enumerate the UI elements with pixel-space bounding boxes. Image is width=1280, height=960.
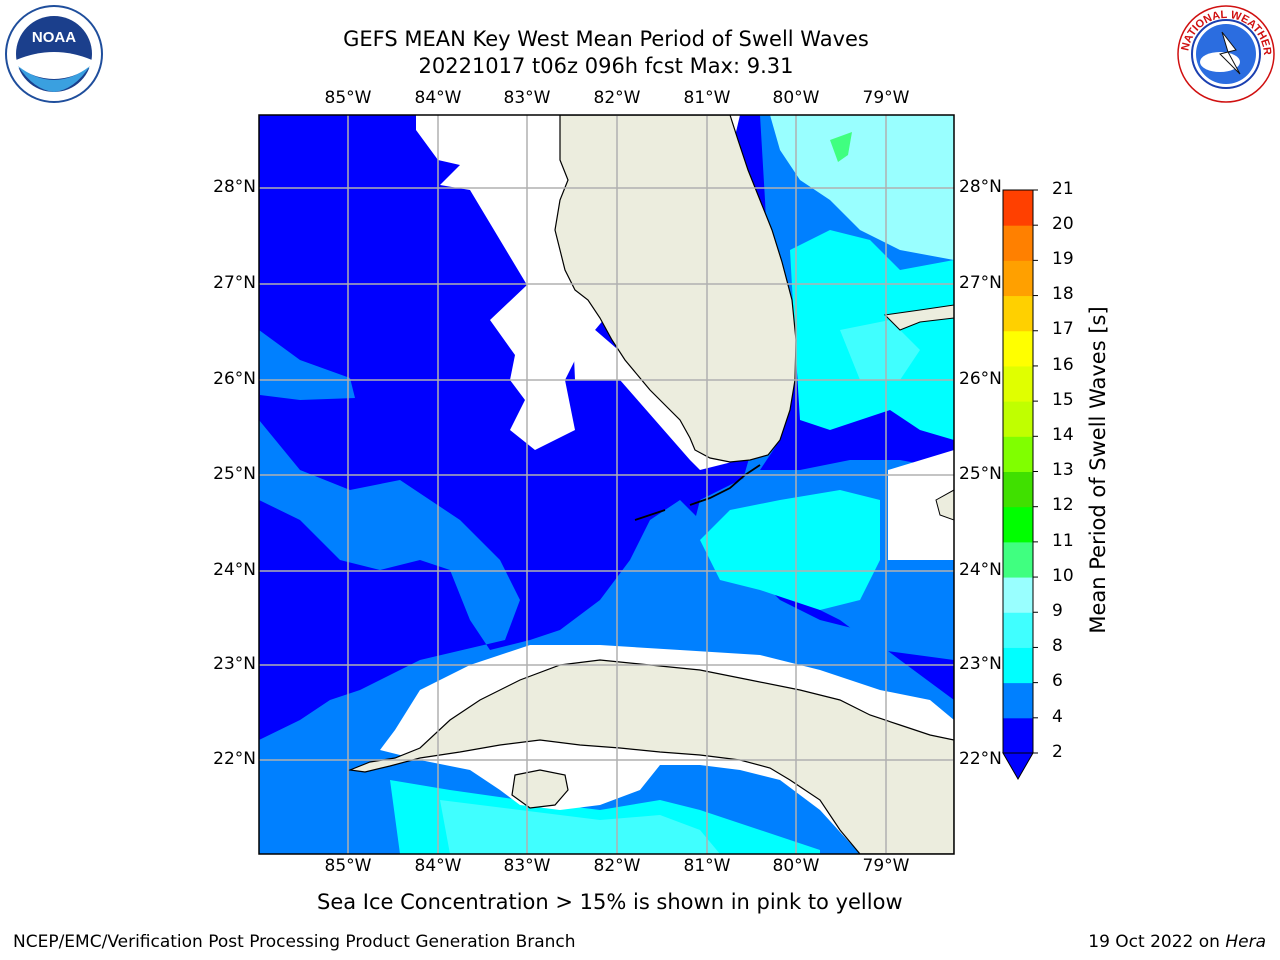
isla-juventud: [511, 769, 569, 809]
lat-tick-right: 25°N: [959, 464, 1002, 484]
colorbar-segment: [1003, 506, 1033, 543]
colorbar-segment: [1003, 401, 1033, 437]
colorbar-label: Mean Period of Swell Waves [s]: [1086, 306, 1110, 634]
colorbar-tick: 16: [1052, 355, 1074, 375]
lat-tick-left: 23°N: [213, 654, 256, 674]
colorbar-tick: 2: [1052, 742, 1063, 762]
machine-name: Hera: [1225, 932, 1266, 952]
lat-tick-left: 25°N: [213, 464, 256, 484]
colorbar-segment: [1003, 717, 1033, 754]
colorbar-segment: [1003, 577, 1033, 613]
lon-tick-bottom: 79°W: [862, 856, 910, 876]
colorbar-segment: [1003, 471, 1033, 508]
colorbar-segment: [1003, 436, 1033, 472]
colorbar-segment: [1003, 647, 1033, 684]
lon-tick-bottom: 80°W: [772, 856, 820, 876]
noaa-logo: NOAA: [5, 5, 103, 103]
florida-landmass: [554, 115, 797, 463]
lon-tick-top: 84°W: [414, 88, 462, 108]
colorbar-tick: 6: [1052, 671, 1063, 691]
period-band-4-6-west: [259, 330, 355, 400]
colorbar-tick: 9: [1052, 601, 1063, 621]
cuba-landmass: [347, 659, 954, 854]
colorbar-segment: [1003, 612, 1033, 648]
colorbar-tick: 4: [1052, 707, 1063, 727]
colorbar-segment: [1003, 295, 1033, 332]
sea-ice-note: Sea Ice Concentration > 15% is shown in …: [317, 890, 903, 914]
period-band-9-10: [830, 132, 852, 162]
lat-tick-left: 22°N: [213, 749, 256, 769]
lon-tick-top: 80°W: [772, 88, 820, 108]
credit-text: NCEP/EMC/Verification Post Processing Pr…: [13, 932, 576, 952]
colorbar-tick: 21: [1052, 179, 1074, 199]
map-subtitle: 20221017 t06z 096h fcst Max: 9.31: [418, 54, 794, 78]
noaa-logo-text: NOAA: [32, 29, 76, 46]
map-grid: [259, 115, 954, 854]
lat-tick-left: 26°N: [213, 369, 256, 389]
colorbar-segment: [1003, 541, 1033, 578]
lat-tick-left: 24°N: [213, 560, 256, 580]
colorbar-tick: 15: [1052, 390, 1074, 410]
map-title: GEFS MEAN Key West Mean Period of Swell …: [343, 27, 869, 51]
lat-tick-left: 27°N: [213, 273, 256, 293]
colorbar-segment: [1003, 682, 1033, 719]
lon-tick-bottom: 82°W: [593, 856, 641, 876]
date-stamp: 19 Oct 2022 on Hera: [1088, 932, 1266, 952]
lon-tick-bottom: 85°W: [324, 856, 372, 876]
colorbar-tick: 19: [1052, 249, 1074, 269]
colorbar-tick: 17: [1052, 319, 1074, 339]
colorbar: [1002, 189, 1038, 781]
lon-tick-top: 79°W: [862, 88, 910, 108]
lat-tick-right: 26°N: [959, 369, 1002, 389]
lon-tick-top: 82°W: [593, 88, 641, 108]
colorbar-tick: 13: [1052, 460, 1074, 480]
lon-tick-bottom: 83°W: [503, 856, 551, 876]
colorbar-segment: [1003, 365, 1033, 402]
lon-tick-bottom: 81°W: [683, 856, 731, 876]
lon-tick-top: 85°W: [324, 88, 372, 108]
swell-period-map: [258, 114, 955, 855]
colorbar-segment: [1003, 260, 1033, 297]
lat-tick-right: 22°N: [959, 749, 1002, 769]
lat-tick-left: 28°N: [213, 177, 256, 197]
colorbar-segment: [1003, 330, 1033, 367]
colorbar-tick: 8: [1052, 636, 1063, 656]
period-band-8-9-caribbean: [440, 800, 720, 854]
no-data-bahamas: [888, 450, 954, 560]
period-band-8-9-east: [840, 320, 920, 380]
florida-keys: [634, 464, 761, 521]
colorbar-segment: [1003, 190, 1033, 226]
colorbar-tick: 20: [1052, 214, 1074, 234]
bahamas-islands: [883, 304, 954, 521]
date-text: 19 Oct 2022 on: [1088, 932, 1226, 952]
lon-tick-bottom: 84°W: [414, 856, 462, 876]
colorbar-tick: 10: [1052, 566, 1074, 586]
lon-tick-top: 83°W: [503, 88, 551, 108]
map-frame: [258, 114, 955, 855]
lat-tick-right: 28°N: [959, 177, 1002, 197]
colorbar-tick: 12: [1052, 495, 1074, 515]
lon-tick-top: 81°W: [683, 88, 731, 108]
period-band-6-8-straits: [700, 490, 880, 610]
nws-logo: NATIONAL WEATHER SERVICE: [1176, 4, 1275, 103]
lat-tick-right: 23°N: [959, 654, 1002, 674]
lat-tick-right: 27°N: [959, 273, 1002, 293]
colorbar-tick: 14: [1052, 425, 1074, 445]
colorbar-tick: 11: [1052, 531, 1074, 551]
colorbar-extend-arrow: [1002, 752, 1034, 781]
lat-tick-right: 24°N: [959, 560, 1002, 580]
colorbar-segment: [1003, 225, 1033, 261]
colorbar-tick: 18: [1052, 284, 1074, 304]
